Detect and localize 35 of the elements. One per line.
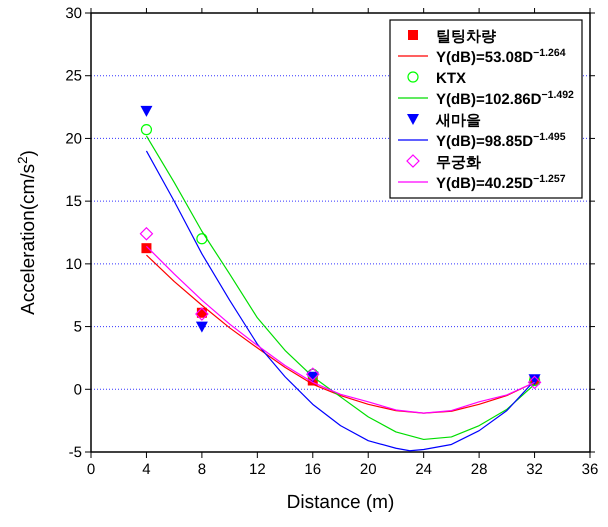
x-tick-label: 8 bbox=[198, 461, 206, 478]
legend-label: Y(dB)=40.25D$^{−1.257}$ bbox=[436, 173, 566, 192]
point bbox=[528, 376, 542, 389]
x-tick-label: 32 bbox=[526, 461, 543, 478]
x-tick-label: 36 bbox=[582, 461, 598, 478]
legend-label: Y(dB)=102.86D$^{−1.492}$ bbox=[436, 89, 574, 108]
y-tick-label: 10 bbox=[65, 256, 82, 273]
y-tick-label: 25 bbox=[65, 68, 82, 85]
point bbox=[196, 322, 208, 333]
legend-label: Y(dB)=53.08D$^{−1.264}$ bbox=[436, 47, 566, 66]
legend-label: 무궁화 bbox=[436, 154, 481, 171]
y-tick-label: 30 bbox=[65, 5, 82, 22]
legend-label: KTX bbox=[436, 70, 466, 87]
x-tick-label: 4 bbox=[142, 461, 151, 478]
point bbox=[195, 307, 208, 321]
y-tick-label: 15 bbox=[65, 193, 82, 210]
x-tick-label: 24 bbox=[415, 461, 432, 478]
y-tick-label: 0 bbox=[74, 381, 82, 398]
y-tick-label: 5 bbox=[74, 318, 82, 336]
legend-label: Y(dB)=98.85D$^{−1.495}$ bbox=[436, 131, 566, 150]
x-tick-label: 0 bbox=[86, 461, 96, 478]
x-tick-label: 20 bbox=[360, 461, 377, 478]
point bbox=[140, 106, 152, 117]
x-tick-label: 12 bbox=[248, 461, 266, 478]
y-tick-label: 20 bbox=[65, 130, 82, 148]
point bbox=[140, 124, 152, 136]
x-tick-label: 16 bbox=[304, 461, 322, 478]
point bbox=[196, 233, 208, 244]
point bbox=[141, 243, 152, 254]
y-tick-label: -5 bbox=[68, 444, 82, 461]
point bbox=[140, 227, 154, 240]
x-tick-label: 28 bbox=[470, 461, 488, 478]
legend-label: 틸팅차량 bbox=[436, 28, 496, 45]
legend-label: 새마을 bbox=[435, 112, 481, 129]
x-axis-title: Distance (m) bbox=[286, 492, 394, 513]
